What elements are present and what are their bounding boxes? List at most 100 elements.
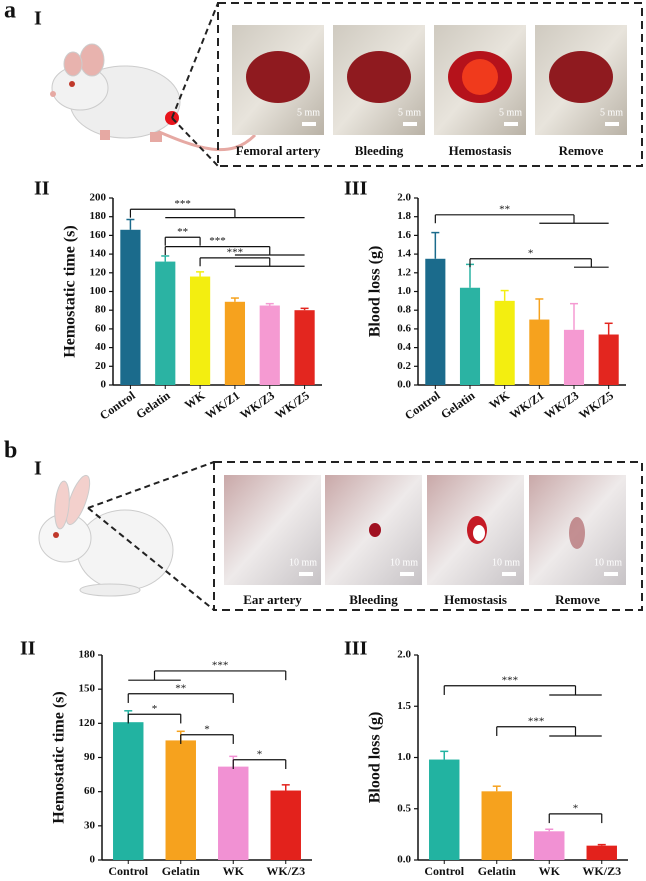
bar — [534, 831, 565, 860]
significance-label: *** — [174, 198, 191, 210]
y-tick-label: 0.5 — [397, 802, 411, 814]
y-tick-label: 0.4 — [397, 341, 411, 353]
y-tick-label: 80 — [95, 304, 107, 316]
x-tick-label: WK/Z5 — [576, 388, 616, 422]
scale-label: 5 mm — [297, 107, 320, 118]
wound — [347, 51, 411, 103]
photo-caption: Ear artery — [243, 592, 302, 607]
photo-caption: Bleeding — [349, 592, 398, 607]
y-tick-label: 0.6 — [397, 322, 411, 334]
y-tick-label: 1.5 — [397, 700, 411, 712]
x-tick-label: WK/Z5 — [272, 388, 312, 422]
x-tick-label: WK/Z3 — [266, 864, 305, 878]
panel-label: b — [4, 438, 17, 464]
scale-label: 10 mm — [594, 557, 622, 568]
scale-label: 5 mm — [499, 107, 522, 118]
x-tick-label: WK — [223, 864, 245, 878]
wound — [369, 523, 381, 537]
x-tick-label: WK/Z3 — [542, 388, 582, 422]
x-tick-label: Control — [424, 864, 464, 878]
bar — [270, 790, 301, 860]
y-tick-label: 100 — [90, 285, 107, 297]
photo — [224, 475, 321, 585]
significance-label: * — [204, 723, 210, 735]
bar — [113, 722, 144, 860]
y-tick-label: 20 — [95, 360, 107, 372]
zoom-line — [171, 2, 219, 119]
significance-label: *** — [528, 715, 545, 727]
y-tick-label: 160 — [90, 229, 107, 241]
subpanel-label: II — [34, 178, 50, 200]
bar — [120, 229, 141, 385]
y-tick-label: 0 — [90, 854, 96, 866]
scale-label: 5 mm — [600, 107, 623, 118]
y-tick-label: 1.8 — [397, 210, 411, 222]
bar — [481, 791, 512, 860]
y-tick-label: 1.0 — [397, 285, 411, 297]
significance-label: *** — [209, 235, 226, 247]
y-axis-label: Hemostatic time (s) — [62, 225, 79, 357]
scale-bar — [605, 122, 619, 126]
scale-label: 5 mm — [398, 107, 421, 118]
y-tick-label: 0.2 — [397, 360, 411, 372]
significance-label: * — [528, 247, 534, 259]
bar — [494, 300, 515, 385]
y-tick-label: 180 — [90, 210, 107, 222]
hemostat — [462, 59, 498, 95]
bar — [586, 845, 617, 860]
y-tick-label: 200 — [90, 192, 107, 204]
photo-caption: Bleeding — [355, 143, 404, 158]
bar — [224, 301, 246, 385]
mouse-illustration — [50, 43, 257, 152]
scale-bar — [403, 122, 417, 126]
y-tick-label: 180 — [79, 649, 96, 661]
photo-caption: Remove — [559, 143, 604, 158]
wound — [569, 517, 585, 549]
x-tick-label: Control — [108, 864, 148, 878]
bar — [218, 766, 249, 860]
bar — [563, 329, 585, 385]
scale-bar — [502, 572, 516, 576]
y-tick-label: 140 — [90, 248, 107, 260]
significance-label: * — [257, 748, 263, 760]
x-tick-label: WK/Z1 — [507, 388, 547, 422]
y-tick-label: 1.2 — [397, 266, 411, 278]
subpanel-label: I — [34, 8, 42, 30]
significance-label: ** — [177, 226, 188, 238]
photo-caption: Hemostasis — [444, 592, 507, 607]
bar — [165, 740, 196, 860]
significance-label: ** — [499, 203, 510, 215]
y-tick-label: 1.6 — [397, 229, 411, 241]
significance-label: * — [573, 802, 579, 814]
rabbit-illustration — [38, 474, 174, 597]
scale-label: 10 mm — [492, 557, 520, 568]
x-tick-label: Gelatin — [478, 864, 516, 878]
y-tick-label: 0 — [101, 379, 107, 391]
y-tick-label: 1.4 — [397, 248, 411, 260]
bar — [459, 287, 481, 385]
x-tick-label: Gelatin — [438, 388, 477, 421]
bar — [598, 334, 619, 385]
panel-label: a — [4, 0, 16, 24]
x-tick-label: WK/Z3 — [237, 388, 277, 422]
significance-label: *** — [227, 246, 244, 258]
y-axis-label: Blood loss (g) — [367, 246, 384, 338]
subpanel-label: I — [34, 458, 42, 480]
bar — [294, 310, 315, 385]
y-tick-label: 0.0 — [397, 854, 411, 866]
y-tick-label: 1.0 — [397, 751, 411, 763]
subpanel-label: III — [344, 638, 368, 660]
zoom-line — [87, 507, 215, 611]
bar — [155, 261, 176, 385]
y-tick-label: 60 — [95, 322, 107, 334]
x-tick-label: WK — [539, 864, 561, 878]
zoom-line — [171, 117, 219, 167]
scale-bar — [504, 122, 518, 126]
scale-label: 10 mm — [289, 557, 317, 568]
bar — [429, 759, 460, 860]
subpanel-label: III — [344, 178, 368, 200]
subpanel-label: II — [20, 638, 36, 660]
scale-bar — [400, 572, 414, 576]
x-tick-label: Control — [402, 388, 443, 423]
